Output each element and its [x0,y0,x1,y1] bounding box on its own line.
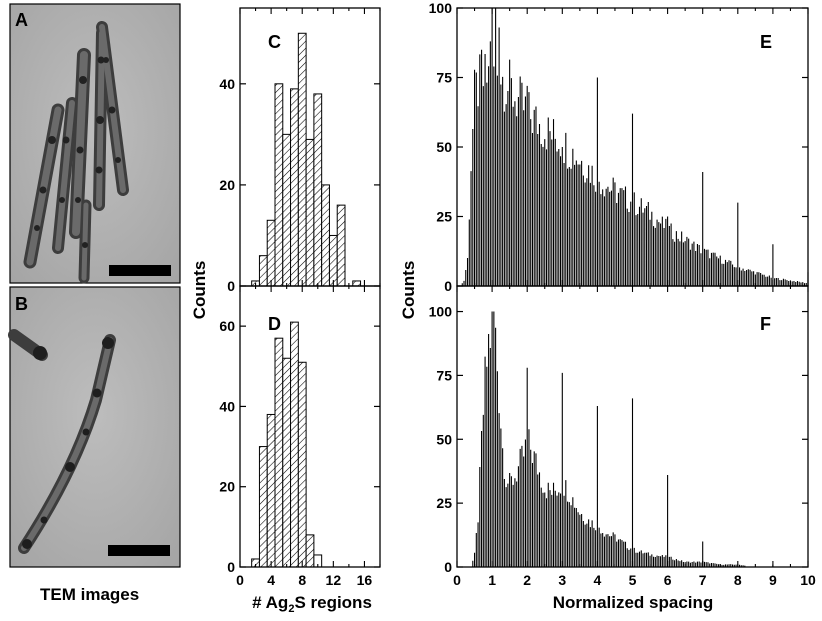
bars-e [461,8,809,286]
y-tick-label: 0 [444,278,452,294]
chart-c: 0 20 40 C [219,7,381,294]
bar [274,83,284,287]
bars-c [251,32,362,287]
right-xlabel: Normalized spacing [553,593,714,612]
bar [305,534,315,568]
bar-spectrum [461,8,809,286]
bar [266,413,276,568]
bar [266,219,276,287]
x-tick-label: 0 [453,572,461,588]
bar [336,204,346,287]
bars-f [472,311,774,567]
bar [258,255,268,287]
bar [258,446,268,568]
y-tick-label: 100 [429,304,453,320]
y-tick-label: 50 [436,431,452,447]
panel-label-e: E [760,32,772,52]
left-ylabel: Counts [190,261,209,320]
left-xlabel-sub: 2 [288,603,294,615]
panel-label-d: D [268,314,281,334]
tem-label-b: B [15,294,28,314]
y-tick-label: 0 [227,559,235,575]
tem-caption: TEM images [40,585,140,604]
x-tick-label: 10 [800,572,816,588]
left-xlabel-end: S regions [294,593,371,612]
x-tick-label: 4 [267,572,275,588]
chart-e: 0 25 50 75 100 E [429,0,809,294]
x-tick-label: 2 [523,572,531,588]
x-tick-label: 12 [326,572,342,588]
y-tick-label: 20 [219,177,235,193]
x-tick-label: 9 [769,572,777,588]
y-tick-label: 60 [219,318,235,334]
tem-panel-b: B [8,286,181,568]
x-tick-label: 5 [629,572,637,588]
right-ylabel: Counts [399,261,418,320]
y-tick-label: 75 [436,70,452,86]
plot-frame [239,285,381,568]
x-tick-label: 3 [558,572,566,588]
y-tick-label: 25 [436,209,452,225]
bar [274,337,284,568]
left-xlabel: # Ag2S regions [252,593,372,615]
y-tick-label: 25 [436,495,452,511]
bar [328,234,338,287]
bar [290,321,299,568]
bar [297,32,307,287]
x-tick-label: 16 [357,572,373,588]
nanorod-highlights-b [21,337,113,551]
y-tick-label: 20 [219,479,235,495]
chart-f: 0 25 50 75 100 0 1 2 3 4 5 6 7 8 9 10 F [429,285,816,588]
tem-panel-a: A [9,3,181,284]
x-tick-label: 8 [734,572,742,588]
x-tick-label: 1 [488,572,496,588]
ag2s-dots-b [22,337,114,549]
bars-d [251,321,323,568]
bar [282,357,292,568]
bar-spectrum [472,311,774,567]
x-tick-label: 4 [594,572,602,588]
y-tick-label: 40 [219,398,235,414]
bar [282,133,292,287]
y-tick-label: 0 [227,278,235,294]
chart-d: 0 20 40 60 0 4 8 12 16 D [219,285,381,588]
bar [305,138,315,287]
y-tick-label: 50 [436,139,452,155]
y-tick-label: 40 [219,76,235,92]
left-xlabel-main: # Ag [252,593,288,612]
bar [352,280,362,287]
x-tick-label: 8 [298,572,306,588]
x-tick-label: 6 [664,572,672,588]
y-tick-label: 75 [436,367,452,383]
scale-bar-b [108,545,170,556]
y-tick-label: 0 [444,559,452,575]
ag2s-dots-a [34,56,121,248]
bar [313,93,323,287]
panel-label-c: C [268,32,281,52]
bar [290,88,299,287]
y-tick-label: 100 [429,0,453,16]
bar [321,184,330,287]
tem-label-a: A [15,10,28,30]
x-tick-label: 0 [236,572,244,588]
bar [297,361,307,568]
panel-label-f: F [760,314,771,334]
x-tick-label: 7 [699,572,707,588]
scale-bar-a [109,265,171,276]
